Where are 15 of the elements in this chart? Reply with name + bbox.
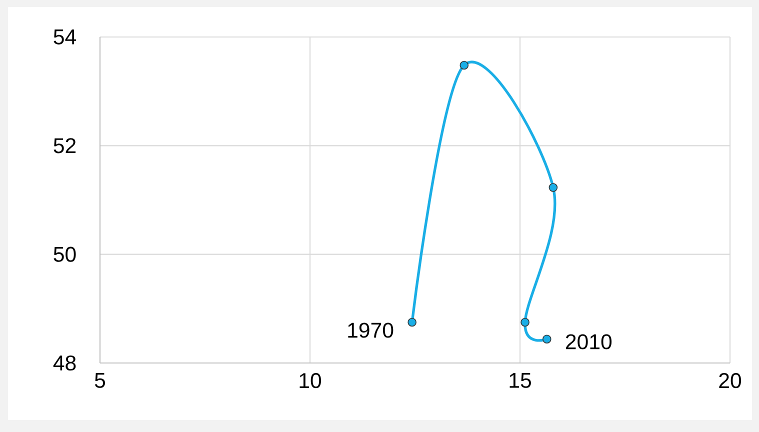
x-tick-label: 5 (94, 373, 106, 388)
point (460, 60, 469, 70)
y-tick-label: 52 (54, 138, 76, 154)
point (548, 183, 558, 192)
y-tick-label: 50 (54, 246, 76, 262)
x-tick-label: 10 (300, 373, 322, 388)
point (542, 334, 552, 344)
x-tick-label: 20 (719, 373, 742, 388)
annotation: 1970 (348, 322, 394, 338)
annotation: 2010 (566, 334, 612, 350)
x-tick-label: 15 (510, 373, 531, 388)
y-tick-label: 48 (53, 355, 76, 371)
point (520, 318, 530, 327)
y-tick-label: 54 (54, 30, 76, 44)
point (408, 318, 416, 327)
